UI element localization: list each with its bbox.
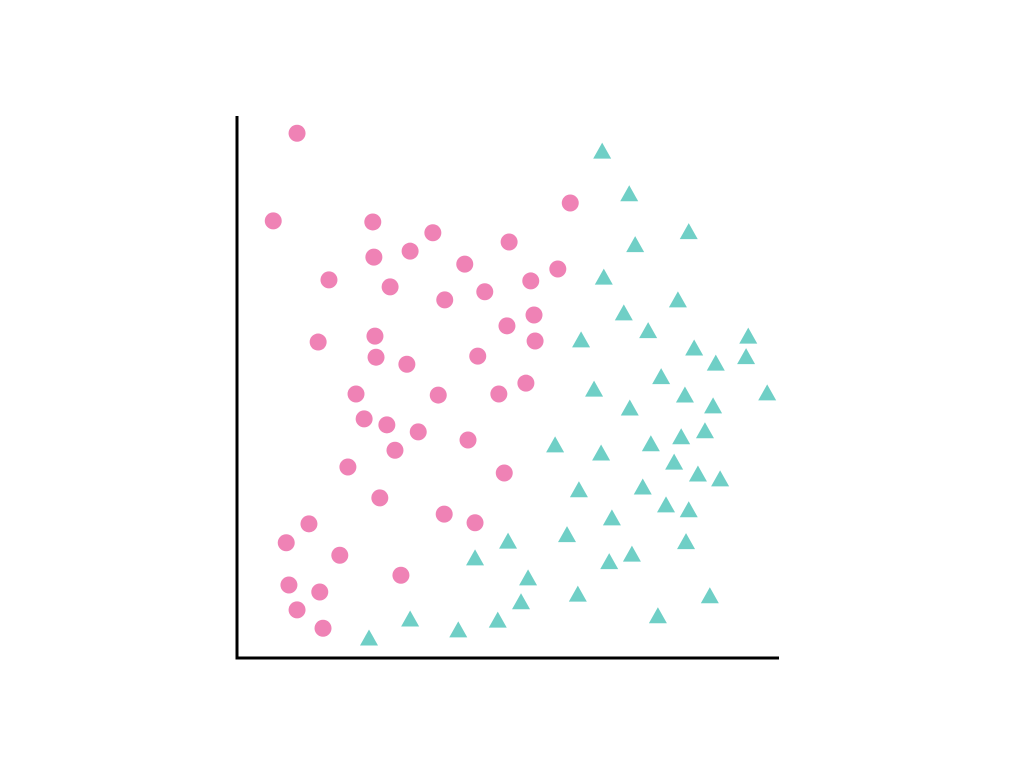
data-point-series-0-22 [469,347,487,365]
data-point-series-1-11 [706,354,725,371]
data-point-series-0-15 [525,306,543,324]
data-point-series-0-30 [459,431,477,449]
data-point-series-1-46 [360,629,379,646]
data-point-series-0-1 [264,212,282,230]
data-point-series-0-20 [367,348,385,366]
data-point-series-0-36 [466,514,484,532]
data-point-series-1-43 [488,611,507,628]
data-point-series-1-32 [558,526,577,543]
data-point-series-0-31 [386,441,404,459]
data-point-series-1-29 [657,496,676,513]
data-point-series-0-10 [320,271,338,289]
data-point-series-1-21 [641,435,660,452]
data-point-series-0-41 [280,576,298,594]
data-point-series-0-27 [355,410,373,428]
data-point-series-0-21 [398,355,416,373]
data-point-series-0-16 [498,317,516,335]
data-point-series-0-13 [476,283,494,301]
data-point-series-1-0 [593,142,612,159]
data-point-series-1-44 [449,621,468,638]
data-point-series-1-26 [711,470,730,487]
data-point-series-1-17 [704,397,723,414]
data-point-series-1-40 [512,593,531,610]
data-point-series-1-22 [672,428,691,445]
data-point-series-1-5 [668,291,687,308]
data-point-series-0-17 [526,332,544,350]
data-point-series-0-23 [517,374,535,392]
data-point-series-0-43 [288,601,306,619]
data-point-series-0-18 [309,333,327,351]
data-point-series-1-10 [685,339,704,356]
data-point-series-1-8 [572,331,591,348]
data-point-series-1-23 [695,422,714,439]
data-point-series-0-38 [277,534,295,552]
data-point-series-1-7 [639,322,658,339]
data-point-series-1-30 [679,501,698,518]
data-point-series-1-2 [679,223,698,240]
data-point-series-1-1 [620,185,639,202]
data-point-series-1-31 [602,509,621,526]
data-point-series-1-4 [594,268,613,285]
data-point-series-1-33 [499,532,518,549]
data-point-series-0-29 [409,423,427,441]
data-point-series-1-34 [677,533,696,550]
data-point-series-1-12 [737,348,756,365]
data-point-series-1-27 [633,478,652,495]
data-point-series-1-41 [700,587,719,604]
data-point-series-0-24 [490,385,508,403]
data-point-series-0-19 [366,327,384,345]
data-point-series-1-24 [665,453,684,470]
data-point-series-1-36 [622,545,641,562]
data-point-series-1-19 [546,436,565,453]
data-point-series-0-40 [392,566,410,584]
data-point-series-1-39 [568,585,587,602]
data-point-series-0-44 [314,619,332,637]
data-point-series-0-4 [365,248,383,266]
data-point-series-1-9 [739,327,758,344]
data-point-series-0-9 [549,260,567,278]
data-point-series-1-25 [688,465,707,482]
data-point-series-0-37 [300,515,318,533]
data-point-series-1-18 [758,384,777,401]
data-point-series-1-6 [614,304,633,321]
data-point-series-1-20 [592,444,611,461]
data-point-series-0-12 [436,291,454,309]
data-point-series-0-3 [424,224,442,242]
plot-area [264,124,777,646]
data-point-series-0-28 [378,416,396,434]
data-point-series-0-8 [561,194,579,212]
data-point-series-1-3 [626,236,645,253]
data-point-series-0-7 [456,255,474,273]
data-point-series-0-33 [495,464,513,482]
data-point-series-1-37 [600,553,619,570]
data-point-series-1-16 [620,399,639,416]
data-point-series-0-14 [522,272,540,290]
data-point-series-0-2 [364,213,382,231]
data-point-series-1-42 [401,610,420,627]
data-point-series-0-25 [429,386,447,404]
data-point-series-0-34 [371,489,389,507]
data-point-series-0-42 [311,583,329,601]
data-point-series-1-15 [675,386,694,403]
data-point-series-1-45 [648,607,667,624]
data-point-series-1-14 [585,380,604,397]
data-point-series-0-11 [381,278,399,296]
data-point-series-1-28 [569,481,588,498]
data-point-series-1-13 [652,368,671,385]
data-point-series-0-35 [435,505,453,523]
data-point-series-0-0 [288,124,306,142]
data-point-series-1-35 [466,549,485,566]
data-point-series-0-26 [347,385,365,403]
data-point-series-1-38 [519,569,538,586]
data-point-series-0-39 [331,546,349,564]
data-point-series-0-6 [500,233,518,251]
data-point-series-0-32 [339,458,357,476]
data-point-series-0-5 [401,242,419,260]
